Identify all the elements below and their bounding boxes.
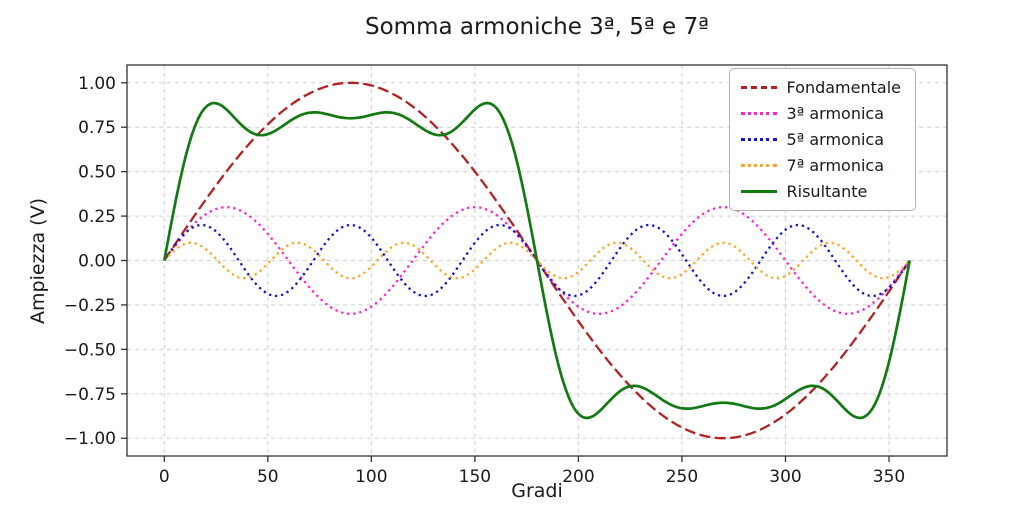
x-tick-label: 200 (562, 467, 594, 487)
chart-title: Somma armoniche 3ª, 5ª e 7ª (365, 14, 709, 40)
y-tick-label: 0.75 (78, 118, 116, 138)
x-axis-label: Gradi (511, 480, 563, 502)
legend-label: 3ª armonica (786, 104, 884, 123)
legend-item: 5ª armonica (740, 130, 901, 149)
legend: Fondamentale 3ª armonica 5ª armonica 7ª arm… (728, 68, 916, 211)
x-tick-label: 100 (355, 467, 387, 487)
y-tick-label: −0.50 (64, 340, 116, 360)
legend-label: Risultante (786, 182, 868, 201)
legend-line-sample-icon (740, 190, 777, 193)
legend-line-sample-icon (740, 138, 777, 141)
legend-label: 5ª armonica (786, 130, 884, 149)
x-tick-label: 250 (666, 467, 698, 487)
legend-line-sample-icon (740, 86, 777, 89)
x-tick-label: 350 (873, 467, 905, 487)
y-tick-label: 0.25 (78, 207, 116, 227)
y-tick-label: 0.00 (78, 252, 116, 272)
series-line (162, 101, 912, 420)
legend-label: 7ª armonica (786, 156, 884, 175)
x-tick-label: 0 (159, 467, 170, 487)
y-tick-label: −1.00 (64, 429, 116, 449)
legend-item: Fondamentale (740, 78, 901, 97)
x-tick-label: 300 (769, 467, 801, 487)
legend-label: Fondamentale (786, 78, 901, 97)
y-tick-label: 0.50 (78, 163, 116, 183)
y-tick-label: −0.75 (64, 385, 116, 405)
legend-line-sample-icon (740, 112, 777, 115)
legend-item: 7ª armonica (740, 156, 901, 175)
y-tick-label: 1.00 (78, 74, 116, 94)
legend-line-sample-icon (740, 164, 777, 167)
x-tick-label: 150 (459, 467, 491, 487)
y-tick-label: −0.25 (64, 296, 116, 316)
legend-item: Risultante (740, 182, 901, 201)
legend-item: 3ª armonica (740, 104, 901, 123)
x-tick-label: 50 (257, 467, 279, 487)
